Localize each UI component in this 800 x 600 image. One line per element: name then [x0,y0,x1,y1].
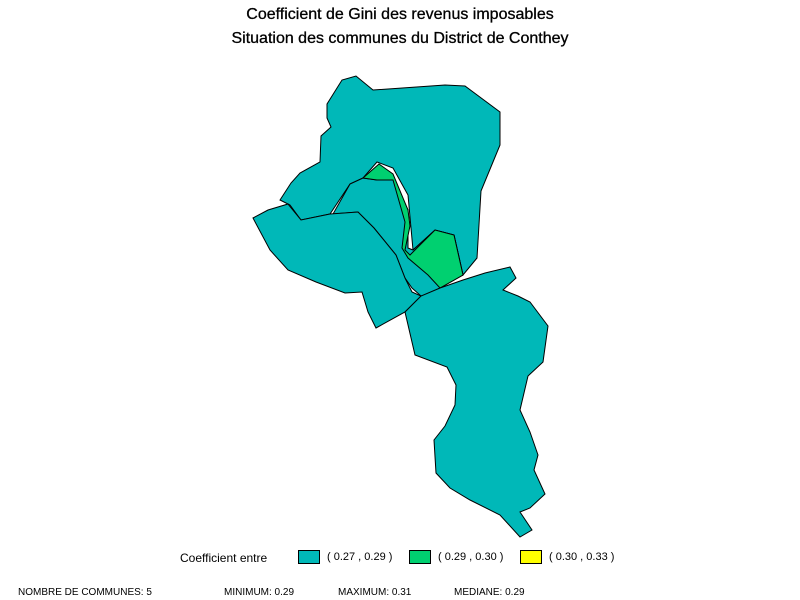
map-title-line1: Coefficient de Gini des revenus imposabl… [246,6,554,23]
map-title-line2: Situation des communes du District de Co… [231,30,569,47]
region-yellow-strip [361,163,464,289]
footer-minimum: MINIMUM: 0.29 [224,587,295,598]
region-north-teal [279,75,501,277]
footer-commune-count: NOMBRE DE COMMUNES: 5 [18,587,152,598]
region-west-green [252,203,422,329]
legend-item-class-2: ( 0.29 , 0.30 ) [409,550,503,564]
legend-item-class-3: ( 0.30 , 0.33 ) [520,550,614,564]
legend-item-class-1: ( 0.27 , 0.29 ) [298,550,392,564]
legend-range-class-3: ( 0.30 , 0.33 ) [549,551,615,563]
footer-median: MEDIANE: 0.29 [454,587,525,598]
region-south-teal [404,266,549,538]
legend-range-class-2: ( 0.29 , 0.30 ) [438,551,504,563]
legend-swatch-class-3 [520,550,542,564]
legend-swatch-class-1 [298,550,320,564]
legend-range-class-1: ( 0.27 , 0.29 ) [327,551,393,563]
legend: Coefficient entre ( 0.27 , 0.29 ) ( 0.29… [0,550,800,570]
legend-swatch-class-2 [409,550,431,564]
legend-label: Coefficient entre [180,551,268,565]
footer-maximum: MAXIMUM: 0.31 [338,587,412,598]
